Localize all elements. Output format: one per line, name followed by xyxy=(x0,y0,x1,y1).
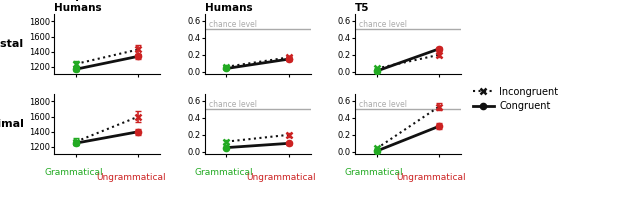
Text: Grammatical: Grammatical xyxy=(195,168,253,177)
Text: chance level: chance level xyxy=(359,100,407,109)
Legend: Incongruent, Congruent: Incongruent, Congruent xyxy=(469,83,562,115)
Text: chance level: chance level xyxy=(209,20,257,29)
Text: chance level: chance level xyxy=(359,20,407,29)
Y-axis label: Proximal: Proximal xyxy=(0,119,24,129)
Y-axis label: Distal: Distal xyxy=(0,39,24,49)
Text: Response Time
Humans: Response Time Humans xyxy=(54,0,143,13)
Text: Error Rate
Humans: Error Rate Humans xyxy=(205,0,266,13)
Text: Error Rate
T5: Error Rate T5 xyxy=(355,0,415,13)
Text: chance level: chance level xyxy=(209,100,257,109)
Text: Grammatical: Grammatical xyxy=(345,168,403,177)
Text: Ungrammatical: Ungrammatical xyxy=(396,173,466,182)
Text: Grammatical: Grammatical xyxy=(44,168,103,177)
Text: Ungrammatical: Ungrammatical xyxy=(96,173,165,182)
Text: Ungrammatical: Ungrammatical xyxy=(246,173,316,182)
